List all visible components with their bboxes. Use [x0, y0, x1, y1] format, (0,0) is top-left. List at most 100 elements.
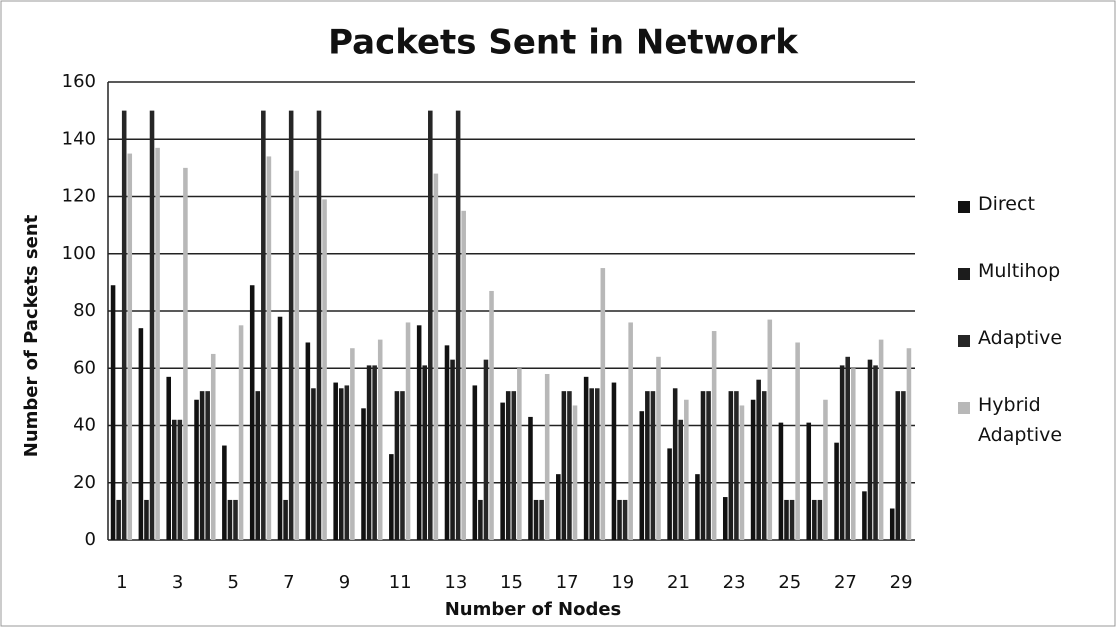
bar	[850, 368, 856, 540]
x-tick-label: 29	[890, 572, 913, 593]
bar	[450, 359, 455, 540]
bar	[478, 499, 483, 540]
bar	[210, 353, 216, 540]
y-tick-label: 140	[62, 128, 96, 149]
bar	[834, 442, 839, 540]
bar	[227, 499, 233, 540]
bar	[338, 388, 344, 540]
bar	[400, 391, 405, 540]
legend-label: Adaptive	[978, 327, 1063, 349]
bar	[728, 391, 734, 540]
bar	[149, 110, 155, 540]
bar	[839, 365, 845, 540]
bar	[110, 285, 116, 540]
bar	[845, 356, 850, 540]
bar	[294, 170, 300, 541]
y-tick-label: 60	[73, 357, 96, 378]
bar	[205, 391, 210, 540]
bar	[750, 399, 756, 540]
bar	[377, 339, 383, 540]
bar	[505, 391, 511, 540]
bar	[500, 402, 505, 540]
bar	[594, 388, 600, 540]
x-tick-label: 7	[283, 572, 294, 593]
bar	[428, 110, 433, 540]
bar	[656, 356, 661, 540]
bar	[572, 405, 578, 540]
bar	[789, 499, 795, 540]
bar	[422, 365, 428, 540]
bar	[817, 499, 823, 540]
bar	[806, 422, 812, 540]
x-tick-label: 21	[667, 572, 690, 593]
bar	[344, 385, 350, 540]
bar	[517, 368, 522, 540]
bar	[706, 391, 711, 540]
bar	[183, 167, 188, 540]
bar	[172, 419, 177, 540]
bar	[433, 173, 439, 540]
bar	[155, 147, 160, 540]
bar	[366, 365, 372, 540]
bar	[878, 339, 884, 540]
legend-swatch	[958, 201, 970, 213]
y-tick-label: 20	[73, 472, 96, 493]
bar	[528, 416, 533, 540]
x-tick-label: 5	[227, 572, 238, 593]
y-tick-label: 120	[62, 186, 96, 207]
bar	[116, 499, 121, 540]
bar	[684, 399, 689, 540]
bar	[700, 391, 706, 540]
bar	[895, 391, 901, 540]
bar	[311, 388, 316, 540]
bar	[277, 316, 283, 540]
bar	[672, 388, 678, 540]
bar	[461, 210, 466, 540]
chart-title: Packets Sent in Network	[328, 23, 799, 63]
bar	[283, 499, 288, 540]
bar	[544, 373, 550, 540]
bar	[472, 385, 478, 540]
legend-label: Hybrid Adaptive	[978, 394, 1063, 446]
bar	[889, 508, 895, 540]
bar	[862, 491, 867, 540]
y-tick-label: 160	[62, 71, 96, 92]
bar	[617, 499, 622, 540]
bar	[711, 331, 717, 540]
bar	[906, 348, 912, 540]
legend-item: Direct	[958, 193, 1098, 262]
bar	[144, 499, 149, 540]
legend: Direct Multihop Adaptive Hybrid Adaptive	[958, 193, 1098, 463]
legend-swatch	[958, 268, 970, 280]
bar	[255, 391, 261, 540]
bar	[756, 379, 761, 540]
bar	[561, 391, 567, 540]
x-tick-label: 25	[778, 572, 801, 593]
bar	[405, 322, 411, 540]
legend-swatch	[958, 335, 970, 347]
bar	[795, 342, 800, 540]
legend-item: Multihop	[958, 260, 1098, 329]
bar	[650, 391, 656, 540]
bar	[778, 422, 784, 540]
bar	[739, 405, 745, 540]
bar	[784, 499, 789, 540]
bar	[823, 399, 828, 540]
x-axis-label: Number of Nodes	[445, 599, 622, 620]
bar	[238, 325, 244, 540]
bar	[539, 499, 544, 540]
x-tick-label: 13	[444, 572, 467, 593]
bar	[266, 156, 272, 541]
bar	[873, 365, 878, 540]
legend-label: Multihop	[978, 260, 1061, 282]
legend-swatch	[958, 402, 970, 414]
bar	[288, 110, 294, 540]
bar	[761, 391, 767, 540]
x-tick-label: 1	[116, 572, 127, 593]
bar	[305, 342, 311, 540]
bar	[589, 388, 594, 540]
x-tick-label: 15	[500, 572, 523, 593]
